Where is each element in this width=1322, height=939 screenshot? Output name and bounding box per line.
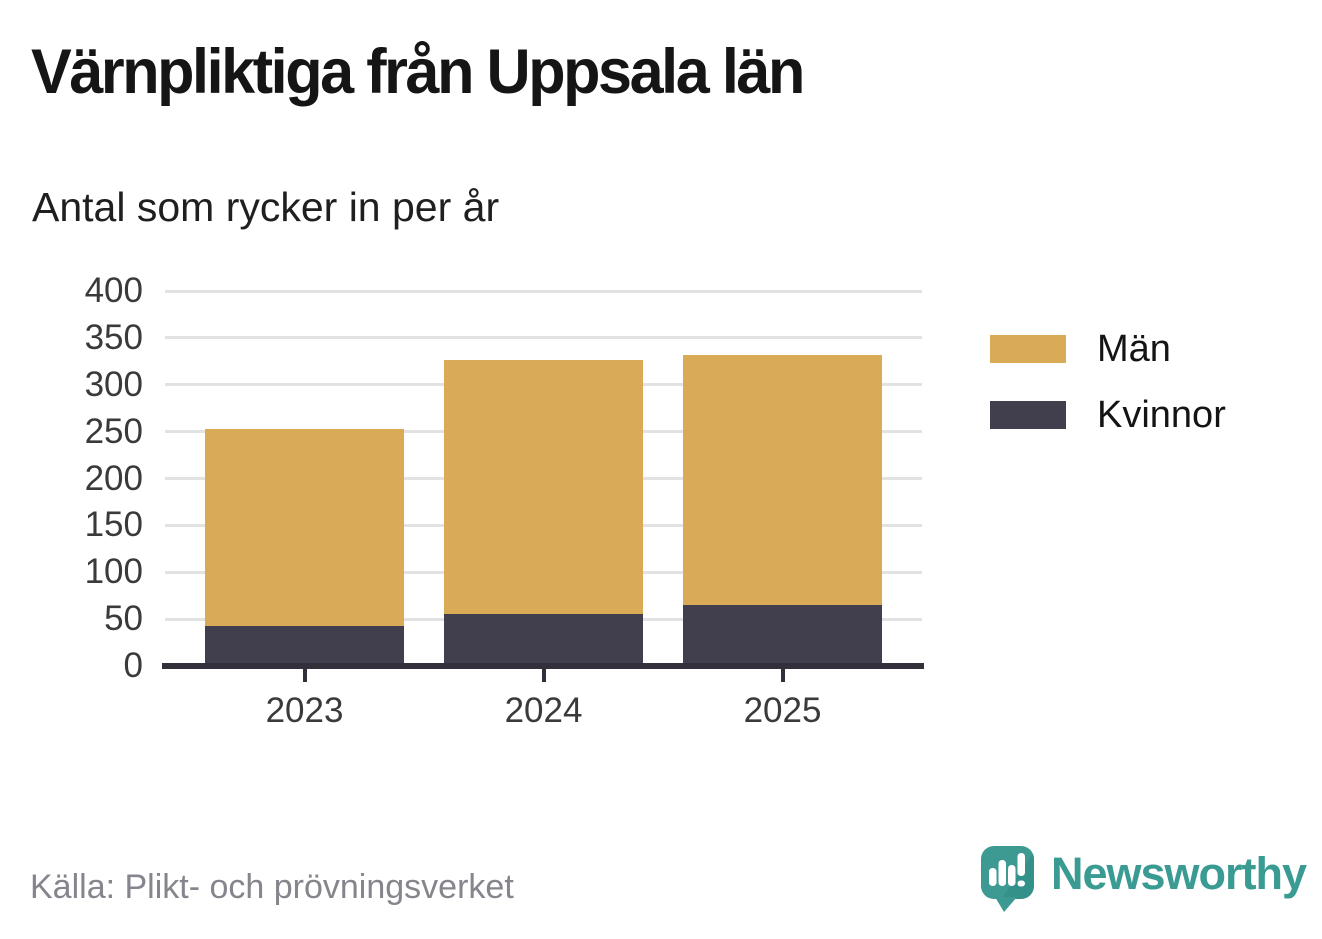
legend-label: Kvinnor (1097, 394, 1226, 436)
x-axis-tick (302, 669, 307, 682)
x-axis-tick (541, 669, 546, 682)
gridline-350 (165, 336, 922, 340)
gridline-400 (165, 289, 922, 293)
legend-item-kvinnor: Kvinnor (990, 396, 1226, 434)
y-axis-label: 100 (84, 552, 143, 592)
y-axis-label: 200 (84, 458, 143, 498)
y-axis-label: 300 (84, 364, 143, 404)
bar-2023-män (205, 428, 404, 626)
legend-item-män: Män (990, 330, 1226, 368)
legend-swatch-kvinnor (990, 401, 1066, 429)
bar-2025-män (683, 354, 882, 606)
x-axis-label-2024: 2024 (504, 691, 583, 730)
y-axis-label: 50 (104, 599, 143, 639)
bar-2024-män (444, 360, 643, 614)
y-axis-label: 150 (84, 505, 143, 545)
source-attribution: Källa: Plikt- och prövningsverket (30, 868, 514, 906)
bar-2025-kvinnor (683, 605, 882, 666)
legend-swatch-män (990, 335, 1066, 363)
newsworthy-logo: Newsworthy (981, 846, 1307, 914)
page-title: Värnpliktiga från Uppsala län (31, 37, 805, 107)
speech-bubble-bar-chart-icon (981, 846, 1034, 912)
x-axis-label-2025: 2025 (743, 691, 822, 730)
x-axis-label-2023: 2023 (265, 691, 344, 730)
bar-2024-kvinnor (444, 613, 643, 666)
y-axis-label: 0 (123, 646, 143, 685)
x-axis-line (162, 663, 924, 669)
x-axis-tick (780, 669, 785, 682)
y-axis-label: 250 (84, 411, 143, 451)
y-axis-label: 350 (84, 317, 143, 357)
legend-label: Män (1097, 328, 1171, 370)
bar-2023-kvinnor (205, 625, 404, 666)
chart-legend: Män Kvinnor (990, 330, 1226, 462)
chart-subtitle: Antal som rycker in per år (32, 184, 500, 230)
brand-name: Newsworthy (1051, 848, 1307, 899)
y-axis-label: 400 (84, 271, 143, 310)
